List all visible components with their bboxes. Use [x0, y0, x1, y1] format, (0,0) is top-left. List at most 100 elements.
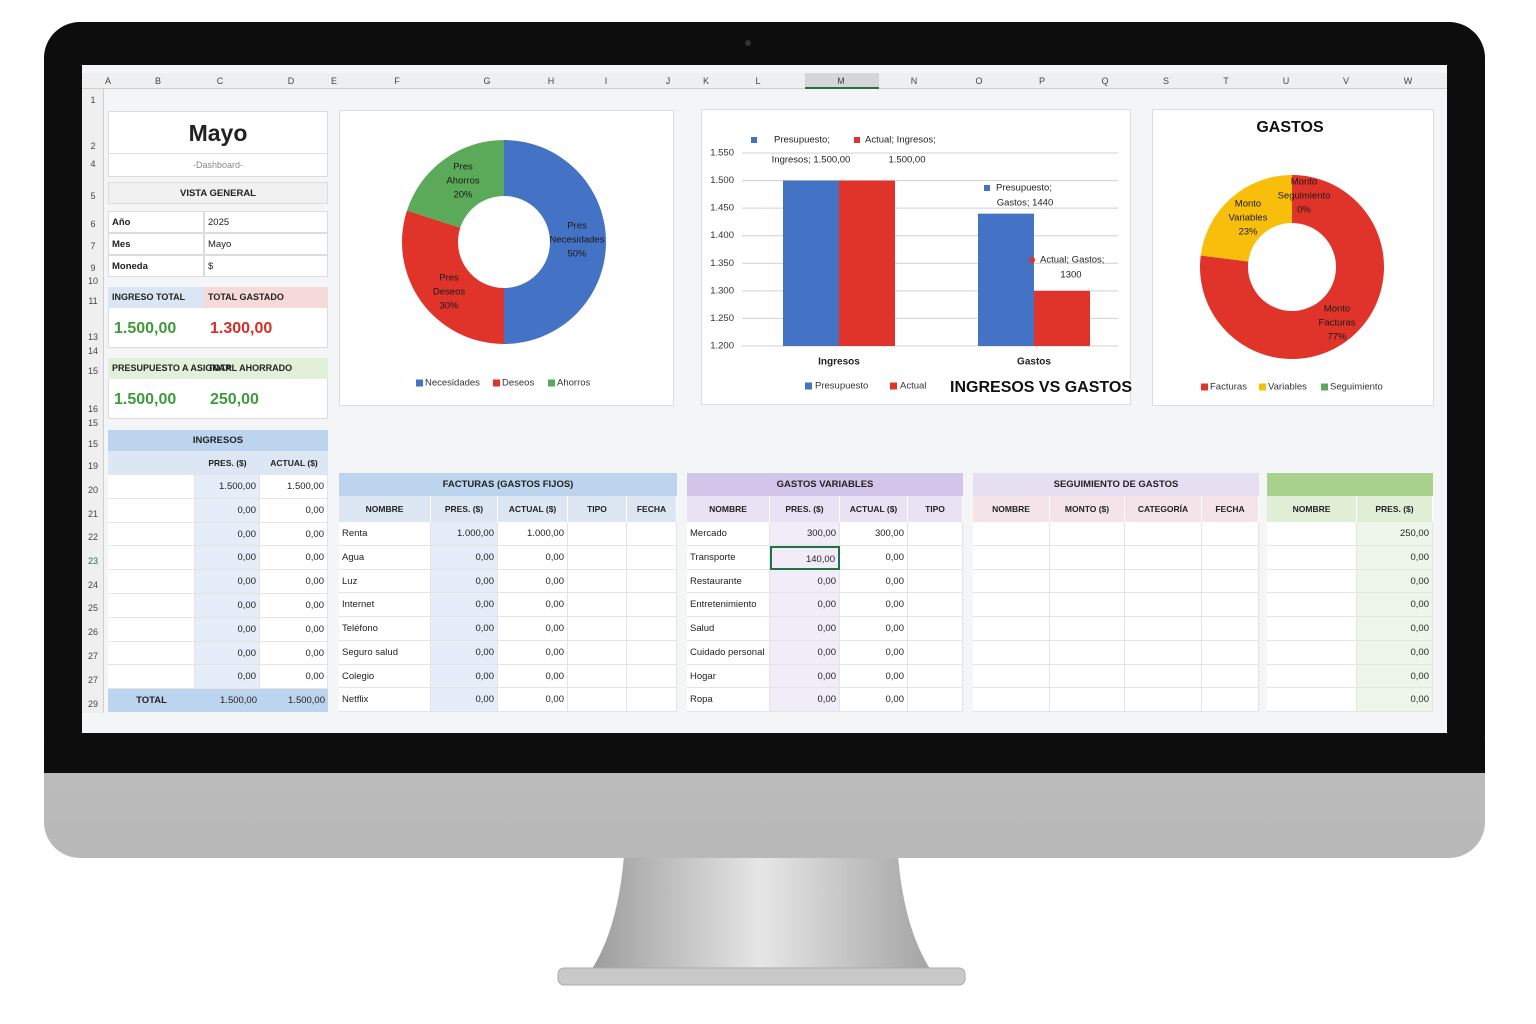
table-cell[interactable] — [1267, 664, 1357, 689]
table-cell[interactable] — [908, 617, 963, 641]
table-cell[interactable]: 0,00 — [770, 593, 840, 617]
table-cell[interactable] — [1050, 593, 1125, 617]
table-cell[interactable]: 0,00 — [498, 640, 568, 665]
table-cell[interactable] — [973, 545, 1050, 570]
table-cell[interactable] — [1125, 569, 1202, 594]
table-cell[interactable] — [908, 545, 963, 570]
table-cell[interactable]: 250,00 — [1357, 522, 1433, 546]
table-cell[interactable]: 1.000,00 — [431, 522, 498, 546]
table-cell[interactable]: 0,00 — [1357, 569, 1433, 594]
table-cell[interactable]: Internet — [339, 593, 431, 617]
table-cell[interactable] — [1125, 522, 1202, 546]
table-cell[interactable]: 0,00 — [770, 617, 840, 641]
table-cell[interactable] — [973, 617, 1050, 641]
table-cell[interactable]: Netflix — [339, 688, 431, 712]
table-cell[interactable]: Colegio — [339, 664, 431, 689]
table-cell[interactable]: Seguro salud — [339, 640, 431, 665]
table-cell[interactable] — [1202, 688, 1259, 712]
table-cell[interactable]: 0,00 — [498, 569, 568, 594]
table-cell[interactable]: 0,00 — [1357, 593, 1433, 617]
table-cell[interactable] — [1267, 545, 1357, 570]
table-cell[interactable] — [568, 522, 627, 546]
table-cell[interactable]: 0,00 — [770, 640, 840, 665]
table-cell[interactable]: 0,00 — [770, 688, 840, 712]
table-cell[interactable]: Cuidado personal — [687, 640, 770, 665]
table-cell[interactable] — [568, 569, 627, 594]
table-cell[interactable] — [1202, 522, 1259, 546]
table-cell[interactable] — [568, 545, 627, 570]
table-cell[interactable] — [1125, 664, 1202, 689]
table-cell[interactable]: Luz — [339, 569, 431, 594]
table-cell[interactable] — [1050, 640, 1125, 665]
table-cell[interactable]: 0,00 — [840, 688, 908, 712]
table-cell[interactable]: Mercado — [687, 522, 770, 546]
table-cell[interactable]: Ropa — [687, 688, 770, 712]
table-cell[interactable] — [973, 522, 1050, 546]
table-cell[interactable]: 0,00 — [498, 664, 568, 689]
table-cell[interactable] — [1050, 617, 1125, 641]
table-cell[interactable]: 0,00 — [498, 688, 568, 712]
table-cell[interactable] — [1050, 545, 1125, 570]
table-cell[interactable] — [1267, 569, 1357, 594]
table-cell[interactable]: Teléfono — [339, 617, 431, 641]
table-cell[interactable] — [1267, 522, 1357, 546]
table-cell[interactable] — [973, 664, 1050, 689]
table-cell[interactable] — [1125, 617, 1202, 641]
table-cell[interactable] — [1125, 545, 1202, 570]
table-cell[interactable]: 0,00 — [431, 640, 498, 665]
table-cell[interactable]: 0,00 — [840, 593, 908, 617]
table-cell[interactable] — [627, 569, 677, 594]
table-cell[interactable]: 1.000,00 — [498, 522, 568, 546]
table-cell[interactable] — [1202, 617, 1259, 641]
table-cell[interactable]: 0,00 — [1357, 688, 1433, 712]
table-cell[interactable] — [568, 593, 627, 617]
table-cell[interactable] — [1050, 688, 1125, 712]
table-cell[interactable] — [627, 664, 677, 689]
table-cell[interactable]: 0,00 — [498, 617, 568, 641]
table-cell[interactable] — [627, 522, 677, 546]
table-cell[interactable]: Entretenimiento — [687, 593, 770, 617]
table-cell[interactable] — [908, 688, 963, 712]
table-cell[interactable]: 0,00 — [431, 688, 498, 712]
table-cell[interactable]: 0,00 — [498, 545, 568, 570]
table-cell[interactable] — [973, 569, 1050, 594]
table-cell[interactable]: 0,00 — [840, 640, 908, 665]
table-cell[interactable]: Transporte — [687, 545, 770, 570]
table-cell[interactable]: 0,00 — [840, 664, 908, 689]
table-cell[interactable] — [627, 593, 677, 617]
table-cell[interactable] — [1267, 593, 1357, 617]
table-cell[interactable]: 0,00 — [431, 617, 498, 641]
table-cell[interactable]: 0,00 — [1357, 545, 1433, 570]
table-cell[interactable] — [568, 640, 627, 665]
table-cell[interactable]: 0,00 — [498, 593, 568, 617]
table-cell[interactable] — [908, 640, 963, 665]
table-cell[interactable]: 0,00 — [840, 617, 908, 641]
table-cell[interactable]: 0,00 — [1357, 640, 1433, 665]
table-cell[interactable]: 0,00 — [770, 569, 840, 594]
table-cell[interactable] — [1202, 569, 1259, 594]
table-cell[interactable] — [908, 593, 963, 617]
table-cell[interactable] — [1125, 640, 1202, 665]
table-cell[interactable]: Hogar — [687, 664, 770, 689]
table-cell[interactable] — [908, 664, 963, 689]
table-cell[interactable] — [973, 640, 1050, 665]
table-cell[interactable] — [568, 617, 627, 641]
table-cell[interactable]: 0,00 — [1357, 617, 1433, 641]
table-cell[interactable] — [627, 688, 677, 712]
table-cell[interactable] — [1050, 569, 1125, 594]
table-cell[interactable] — [973, 688, 1050, 712]
table-cell[interactable]: 0,00 — [431, 545, 498, 570]
table-cell[interactable]: 0,00 — [770, 664, 840, 689]
table-cell[interactable]: 0,00 — [840, 545, 908, 570]
table-cell[interactable]: 0,00 — [431, 569, 498, 594]
table-cell[interactable]: 300,00 — [840, 522, 908, 546]
table-cell[interactable]: 0,00 — [840, 569, 908, 594]
table-cell[interactable] — [1050, 522, 1125, 546]
table-cell[interactable]: 140,00 — [770, 545, 840, 570]
table-cell[interactable] — [1125, 593, 1202, 617]
table-cell[interactable]: 0,00 — [1357, 664, 1433, 689]
table-cell[interactable] — [627, 640, 677, 665]
table-cell[interactable] — [1125, 688, 1202, 712]
table-cell[interactable] — [1267, 640, 1357, 665]
table-cell[interactable] — [568, 688, 627, 712]
